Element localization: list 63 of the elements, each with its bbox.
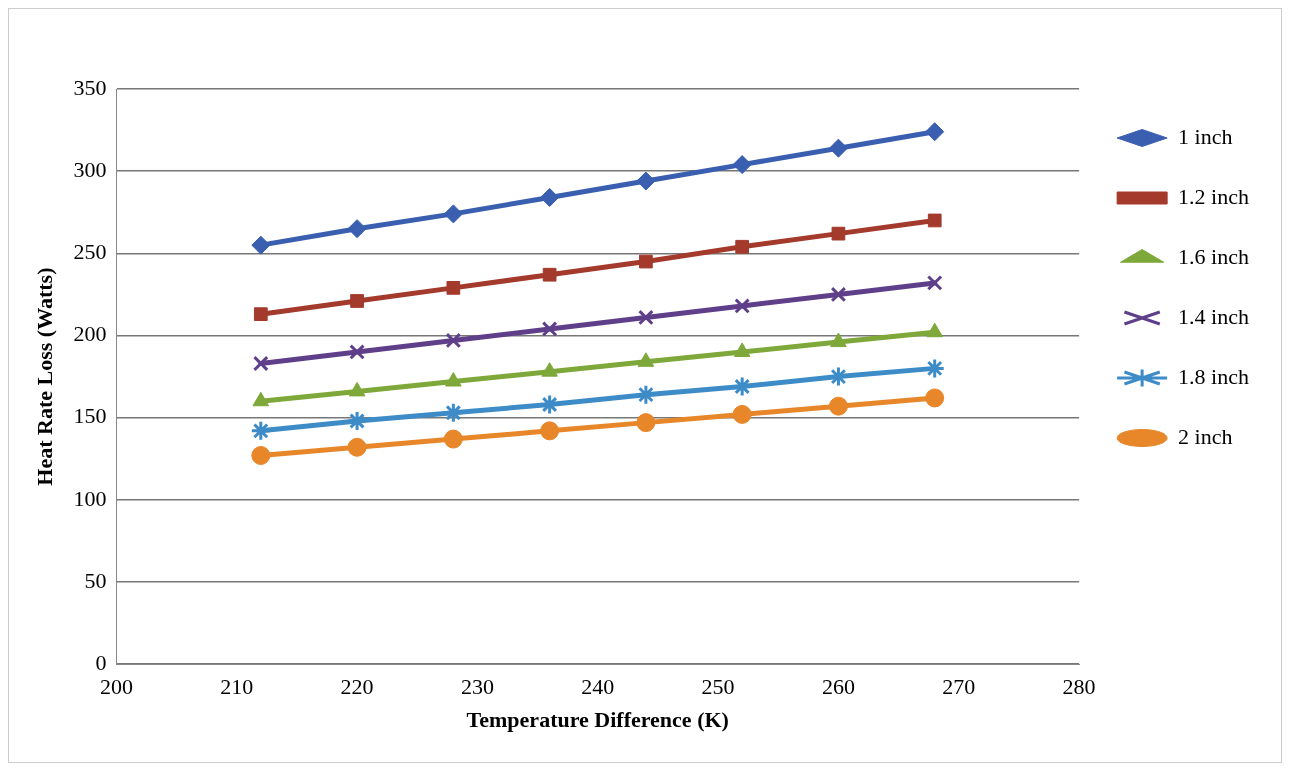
x-axis-title: Temperature Difference (K)	[466, 707, 729, 733]
point	[927, 213, 942, 228]
point	[831, 226, 846, 241]
point	[926, 275, 943, 291]
point	[540, 187, 560, 207]
y-tick-label: 350	[73, 74, 107, 100]
point	[639, 254, 653, 269]
y-tick-label: 300	[73, 156, 107, 182]
point	[251, 235, 271, 255]
point	[540, 421, 560, 441]
point	[252, 355, 269, 372]
point	[638, 309, 654, 326]
point	[732, 404, 752, 424]
point	[251, 445, 271, 465]
y-tick-label: 200	[73, 321, 107, 347]
point	[635, 384, 657, 406]
legend-label: 1.8 inch	[1178, 363, 1250, 389]
point	[443, 429, 463, 449]
point	[445, 332, 462, 349]
point	[636, 413, 656, 433]
point	[925, 388, 945, 408]
legend-label: 1.6 inch	[1178, 243, 1250, 269]
point	[443, 204, 463, 224]
point	[349, 344, 365, 360]
y-tick-label: 50	[84, 567, 107, 593]
point	[731, 375, 753, 397]
y-tick-label: 250	[73, 239, 107, 265]
x-tick-label: 240	[581, 674, 615, 700]
x-tick-label: 210	[220, 674, 254, 700]
legend-label: 1.4 inch	[1178, 303, 1250, 329]
point	[347, 437, 367, 457]
x-tick-label: 270	[942, 674, 976, 700]
point	[542, 267, 557, 282]
point	[445, 372, 462, 387]
legend-label: 1 inch	[1178, 123, 1233, 149]
point	[828, 138, 848, 158]
point	[830, 332, 847, 348]
point	[830, 286, 847, 303]
y-axis-title: Heat Rate Loss (Watts)	[31, 267, 57, 486]
x-tick-label: 230	[460, 674, 494, 700]
point	[541, 321, 558, 337]
point	[250, 420, 272, 442]
y-tick-label: 0	[95, 649, 107, 675]
point	[350, 294, 364, 308]
point	[732, 155, 752, 175]
x-tick-label: 260	[821, 674, 855, 700]
legend-label: 2 inch	[1178, 423, 1233, 449]
x-tick-label: 250	[701, 674, 735, 700]
y-tick-label: 100	[73, 485, 107, 511]
point	[924, 357, 946, 379]
point	[346, 410, 368, 432]
point	[735, 239, 750, 254]
legend-label: 1.2 inch	[1178, 183, 1250, 209]
point	[347, 219, 367, 239]
point	[828, 396, 848, 416]
x-tick-label: 220	[340, 674, 374, 700]
point	[925, 122, 945, 142]
point	[734, 298, 751, 314]
x-tick-label: 280	[1062, 674, 1096, 700]
point	[636, 171, 656, 191]
point	[253, 307, 268, 322]
y-tick-label: 150	[73, 403, 107, 429]
point	[446, 280, 461, 295]
